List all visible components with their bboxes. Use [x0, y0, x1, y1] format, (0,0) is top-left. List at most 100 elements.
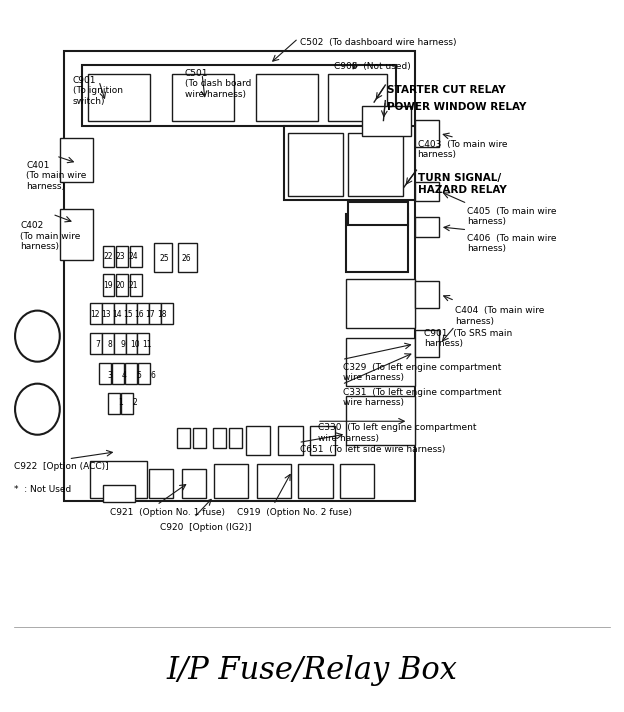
Bar	[112, 363, 124, 384]
Bar	[256, 75, 318, 120]
Text: C901
(To ignition
switch): C901 (To ignition switch)	[73, 76, 123, 105]
Bar	[102, 333, 114, 354]
Text: C329  (To left engine compartment
wire harness): C329 (To left engine compartment wire ha…	[343, 363, 502, 382]
Bar	[116, 246, 128, 267]
Bar	[172, 75, 235, 120]
Bar	[214, 464, 248, 498]
Text: 15: 15	[124, 310, 133, 320]
Bar	[414, 120, 439, 147]
Bar	[414, 182, 439, 201]
Text: C920  [Option (IG2)]: C920 [Option (IG2)]	[160, 523, 251, 532]
Bar	[161, 303, 173, 324]
Text: 7: 7	[95, 340, 100, 349]
Text: 21: 21	[129, 281, 138, 290]
Bar	[178, 243, 197, 272]
Bar	[103, 274, 114, 295]
Bar	[114, 303, 125, 324]
Bar	[362, 106, 411, 136]
Text: 26: 26	[182, 253, 192, 263]
Bar	[414, 217, 439, 237]
Text: *  : Not Used: * : Not Used	[14, 485, 71, 494]
Bar	[121, 393, 133, 414]
Bar	[130, 274, 142, 295]
Text: I/P Fuse/Relay Box: I/P Fuse/Relay Box	[167, 655, 457, 686]
Bar	[149, 469, 173, 498]
Bar	[61, 138, 93, 182]
Bar	[414, 330, 439, 357]
Text: C401
(To main wire
harness): C401 (To main wire harness)	[26, 161, 87, 191]
Text: 24: 24	[129, 252, 138, 261]
Bar	[328, 75, 386, 120]
Text: C406  (To main wire
harness): C406 (To main wire harness)	[467, 234, 557, 253]
Bar	[125, 363, 137, 384]
Bar	[90, 303, 102, 324]
Bar	[103, 485, 135, 502]
Text: C405  (To main wire
harness): C405 (To main wire harness)	[467, 207, 557, 226]
Text: 17: 17	[145, 310, 155, 320]
Bar	[346, 397, 414, 445]
Bar	[108, 393, 120, 414]
Bar	[154, 243, 172, 272]
Bar	[90, 461, 147, 498]
Text: C501
(To dash board
wire harness): C501 (To dash board wire harness)	[185, 69, 251, 98]
Text: 8: 8	[108, 340, 112, 349]
Bar	[288, 132, 343, 197]
Text: 12: 12	[90, 310, 99, 320]
Bar	[130, 246, 142, 267]
Bar	[348, 132, 402, 197]
Text: C921  (Option No. 1 fuse): C921 (Option No. 1 fuse)	[110, 508, 225, 518]
Text: POWER WINDOW RELAY: POWER WINDOW RELAY	[386, 102, 526, 112]
Bar	[278, 426, 303, 455]
Bar	[340, 464, 374, 498]
Bar	[89, 75, 150, 120]
Bar	[229, 429, 242, 448]
Bar	[138, 363, 150, 384]
Text: TURN SIGNAL/
HAZARD RELAY: TURN SIGNAL/ HAZARD RELAY	[417, 173, 506, 194]
Bar	[414, 281, 439, 308]
Text: C919  (Option No. 2 fuse): C919 (Option No. 2 fuse)	[238, 508, 353, 518]
Text: C331  (To left engine compartment
wire harness): C331 (To left engine compartment wire ha…	[343, 388, 502, 407]
Text: 20: 20	[116, 281, 125, 290]
Bar	[90, 333, 102, 354]
Text: 18: 18	[157, 310, 167, 320]
Bar	[149, 303, 161, 324]
Bar	[103, 246, 114, 267]
Bar	[64, 51, 414, 501]
Bar	[257, 464, 291, 498]
Bar	[125, 303, 137, 324]
Bar	[137, 303, 149, 324]
Bar	[125, 333, 137, 354]
Bar	[346, 337, 414, 386]
Text: STARTER CUT RELAY: STARTER CUT RELAY	[386, 85, 505, 95]
Text: 2: 2	[132, 397, 137, 407]
Text: 4: 4	[122, 372, 127, 380]
Text: C402
(To main wire
harness): C402 (To main wire harness)	[20, 221, 80, 251]
Text: 23: 23	[116, 252, 125, 261]
Text: C651  (To left side wire harness): C651 (To left side wire harness)	[300, 445, 445, 454]
Text: C404  (To main wire
harness): C404 (To main wire harness)	[455, 306, 544, 326]
Bar	[182, 469, 207, 498]
Text: 1: 1	[119, 397, 123, 407]
Text: C330  (To left engine compartment
wire harness): C330 (To left engine compartment wire ha…	[318, 424, 477, 443]
Bar	[102, 303, 114, 324]
Text: 13: 13	[101, 310, 110, 320]
Bar	[137, 333, 149, 354]
Text: C906  (Not used): C906 (Not used)	[334, 62, 411, 70]
Text: C502  (To dashboard wire harness): C502 (To dashboard wire harness)	[300, 38, 456, 47]
Text: 11: 11	[143, 340, 152, 349]
Bar	[116, 274, 128, 295]
Bar	[193, 429, 206, 448]
Text: 5: 5	[136, 372, 141, 380]
Bar	[346, 279, 414, 328]
Bar	[284, 125, 414, 200]
Bar	[310, 426, 335, 455]
Bar	[82, 66, 396, 125]
Text: 14: 14	[112, 310, 122, 320]
Text: C922  [Option (ACC)]: C922 [Option (ACC)]	[14, 462, 109, 471]
Bar	[177, 429, 190, 448]
Text: 25: 25	[159, 253, 169, 263]
Text: 10: 10	[130, 340, 140, 349]
Bar	[114, 333, 125, 354]
Text: 19: 19	[104, 281, 113, 290]
Bar	[346, 214, 408, 272]
